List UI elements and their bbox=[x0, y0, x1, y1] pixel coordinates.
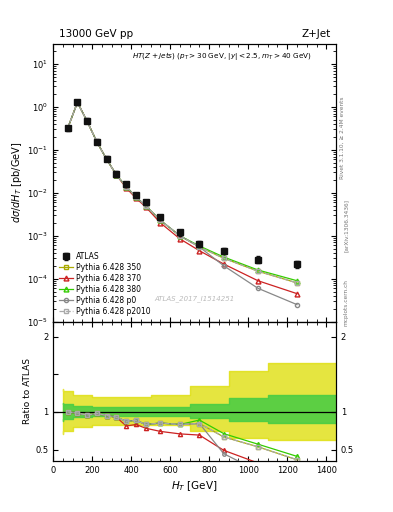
Pythia 6.428 p0 bbox=[65, 125, 70, 131]
Pythia 6.428 p0 bbox=[178, 233, 182, 239]
Text: [arXiv:1306.3436]: [arXiv:1306.3436] bbox=[344, 199, 349, 252]
Pythia 6.428 p0 bbox=[85, 118, 90, 124]
Pythia 6.428 350 bbox=[134, 194, 138, 200]
Pythia 6.428 p2010 bbox=[75, 99, 80, 105]
Pythia 6.428 370 bbox=[197, 248, 202, 254]
Pythia 6.428 370 bbox=[255, 278, 260, 284]
Pythia 6.428 380 bbox=[197, 243, 202, 249]
Y-axis label: $d\sigma/dH_T$ [pb/GeV]: $d\sigma/dH_T$ [pb/GeV] bbox=[10, 142, 24, 223]
Pythia 6.428 350 bbox=[105, 156, 109, 162]
Pythia 6.428 370 bbox=[134, 195, 138, 201]
Pythia 6.428 370 bbox=[178, 236, 182, 242]
Pythia 6.428 p2010 bbox=[85, 118, 90, 124]
Line: Pythia 6.428 350: Pythia 6.428 350 bbox=[66, 100, 299, 285]
Pythia 6.428 370 bbox=[65, 125, 70, 131]
Pythia 6.428 350 bbox=[295, 280, 299, 286]
Pythia 6.428 350 bbox=[114, 172, 119, 178]
Pythia 6.428 380 bbox=[65, 125, 70, 131]
Pythia 6.428 350 bbox=[65, 125, 70, 131]
Pythia 6.428 p0 bbox=[95, 139, 99, 145]
Pythia 6.428 370 bbox=[143, 204, 148, 210]
Y-axis label: Ratio to ATLAS: Ratio to ATLAS bbox=[23, 358, 32, 424]
Pythia 6.428 350 bbox=[178, 233, 182, 239]
Pythia 6.428 350 bbox=[158, 217, 163, 223]
Pythia 6.428 380 bbox=[295, 278, 299, 284]
Pythia 6.428 p0 bbox=[295, 302, 299, 308]
Pythia 6.428 380 bbox=[255, 267, 260, 273]
Line: Pythia 6.428 p0: Pythia 6.428 p0 bbox=[66, 100, 299, 307]
Pythia 6.428 p0 bbox=[221, 263, 226, 269]
Pythia 6.428 p2010 bbox=[65, 125, 70, 131]
Pythia 6.428 350 bbox=[124, 183, 129, 189]
Pythia 6.428 p0 bbox=[134, 194, 138, 200]
Pythia 6.428 380 bbox=[221, 254, 226, 260]
Pythia 6.428 370 bbox=[221, 261, 226, 267]
Pythia 6.428 p2010 bbox=[197, 244, 202, 250]
Pythia 6.428 p2010 bbox=[295, 280, 299, 286]
Pythia 6.428 350 bbox=[255, 268, 260, 274]
Pythia 6.428 380 bbox=[124, 183, 129, 189]
Pythia 6.428 380 bbox=[105, 156, 109, 162]
Pythia 6.428 350 bbox=[143, 203, 148, 209]
Pythia 6.428 p2010 bbox=[134, 194, 138, 200]
Legend: ATLAS, Pythia 6.428 350, Pythia 6.428 370, Pythia 6.428 380, Pythia 6.428 p0, Py: ATLAS, Pythia 6.428 350, Pythia 6.428 37… bbox=[57, 250, 153, 318]
Pythia 6.428 p0 bbox=[158, 217, 163, 223]
Line: Pythia 6.428 370: Pythia 6.428 370 bbox=[65, 100, 299, 296]
Pythia 6.428 370 bbox=[75, 99, 80, 105]
Pythia 6.428 p2010 bbox=[124, 183, 129, 189]
Pythia 6.428 370 bbox=[85, 118, 90, 124]
Pythia 6.428 370 bbox=[158, 220, 163, 226]
X-axis label: $H_T$ [GeV]: $H_T$ [GeV] bbox=[171, 479, 218, 493]
Pythia 6.428 p0 bbox=[124, 183, 129, 189]
Text: 13000 GeV pp: 13000 GeV pp bbox=[59, 29, 133, 39]
Text: Z+Jet: Z+Jet bbox=[301, 29, 331, 39]
Pythia 6.428 350 bbox=[95, 139, 99, 145]
Pythia 6.428 p2010 bbox=[178, 233, 182, 239]
Pythia 6.428 370 bbox=[95, 139, 99, 145]
Text: $HT(Z+jets)$ ($p_T > 30$ GeV, $|y| < 2.5$, $m_T > 40$ GeV): $HT(Z+jets)$ ($p_T > 30$ GeV, $|y| < 2.5… bbox=[132, 51, 312, 62]
Pythia 6.428 p0 bbox=[143, 203, 148, 209]
Pythia 6.428 380 bbox=[85, 118, 90, 124]
Line: Pythia 6.428 p2010: Pythia 6.428 p2010 bbox=[66, 100, 299, 285]
Text: mcplots.cern.ch: mcplots.cern.ch bbox=[344, 279, 349, 326]
Pythia 6.428 p2010 bbox=[114, 172, 119, 178]
Pythia 6.428 370 bbox=[124, 185, 129, 191]
Pythia 6.428 350 bbox=[75, 99, 80, 105]
Pythia 6.428 p0 bbox=[197, 244, 202, 250]
Pythia 6.428 370 bbox=[295, 291, 299, 297]
Pythia 6.428 380 bbox=[158, 217, 163, 223]
Pythia 6.428 p0 bbox=[255, 285, 260, 291]
Pythia 6.428 p0 bbox=[114, 172, 119, 178]
Pythia 6.428 380 bbox=[114, 172, 119, 178]
Pythia 6.428 p2010 bbox=[221, 255, 226, 261]
Pythia 6.428 380 bbox=[178, 233, 182, 239]
Line: Pythia 6.428 380: Pythia 6.428 380 bbox=[65, 100, 299, 283]
Pythia 6.428 380 bbox=[143, 203, 148, 209]
Text: Rivet 3.1.10, ≥ 2.4M events: Rivet 3.1.10, ≥ 2.4M events bbox=[340, 97, 345, 180]
Pythia 6.428 p0 bbox=[75, 99, 80, 105]
Pythia 6.428 p0 bbox=[105, 156, 109, 162]
Pythia 6.428 350 bbox=[197, 244, 202, 250]
Pythia 6.428 p2010 bbox=[158, 217, 163, 223]
Text: ATLAS_2017_I1514251: ATLAS_2017_I1514251 bbox=[154, 295, 235, 302]
Pythia 6.428 380 bbox=[75, 99, 80, 105]
Pythia 6.428 p2010 bbox=[255, 268, 260, 274]
Pythia 6.428 380 bbox=[95, 139, 99, 145]
Pythia 6.428 350 bbox=[221, 255, 226, 261]
Pythia 6.428 350 bbox=[85, 118, 90, 124]
Pythia 6.428 370 bbox=[105, 156, 109, 162]
Pythia 6.428 380 bbox=[134, 194, 138, 200]
Pythia 6.428 p2010 bbox=[105, 156, 109, 162]
Pythia 6.428 p2010 bbox=[95, 139, 99, 145]
Pythia 6.428 p2010 bbox=[143, 203, 148, 209]
Pythia 6.428 370 bbox=[114, 172, 119, 178]
